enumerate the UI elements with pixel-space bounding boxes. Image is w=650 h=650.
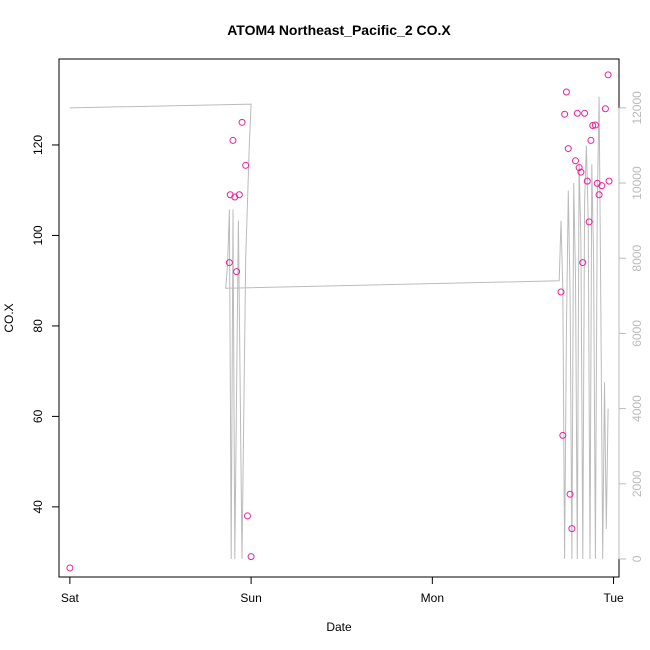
series-points xyxy=(66,71,613,572)
data-point xyxy=(601,105,609,113)
y-tick-label: 120 xyxy=(31,135,45,155)
data-point xyxy=(568,525,576,533)
y2-axis: 0 2000 4000 6000 8000 10000 12000 xyxy=(618,91,644,562)
data-point xyxy=(583,177,591,185)
data-point xyxy=(229,136,237,144)
data-point xyxy=(225,259,233,267)
y-axis-label: CO.X xyxy=(2,303,16,332)
data-point xyxy=(595,191,603,199)
data-point xyxy=(557,288,565,296)
y2-tick-label: 12000 xyxy=(630,91,644,125)
y-tick-label: 40 xyxy=(31,500,45,514)
y2-tick-label: 0 xyxy=(630,555,644,562)
x-tick-label: Mon xyxy=(421,591,444,605)
y-tick-label: 100 xyxy=(31,225,45,245)
y2-tick-label: 6000 xyxy=(630,320,644,347)
data-point xyxy=(561,110,569,118)
data-point xyxy=(591,121,599,129)
plot-frame xyxy=(58,58,620,578)
series-line xyxy=(69,96,609,560)
x-tick-label: Sun xyxy=(240,591,261,605)
data-point xyxy=(589,122,597,130)
data-point xyxy=(242,161,250,169)
data-point xyxy=(233,268,241,276)
data-point xyxy=(579,259,587,267)
data-point xyxy=(577,168,585,176)
x-axis-label: Date xyxy=(326,620,352,634)
data-point xyxy=(562,88,570,96)
data-point xyxy=(566,490,574,498)
y2-tick-label: 8000 xyxy=(630,245,644,272)
data-point xyxy=(605,177,613,185)
y2-tick-label: 10000 xyxy=(630,166,644,200)
data-point xyxy=(585,218,593,226)
series-line-path xyxy=(69,96,609,560)
data-point xyxy=(575,164,583,172)
x-tick-label: Tue xyxy=(603,591,624,605)
chart-title: ATOM4 Northeast_Pacific_2 CO.X xyxy=(227,22,451,38)
data-point xyxy=(243,512,251,520)
data-point xyxy=(604,71,612,79)
data-point xyxy=(581,109,589,117)
data-point xyxy=(564,145,572,153)
y2-tick-label: 2000 xyxy=(630,470,644,497)
y2-tick-label: 4000 xyxy=(630,395,644,422)
data-point xyxy=(247,553,255,561)
data-point xyxy=(559,431,567,439)
data-point xyxy=(66,564,74,572)
y-tick-label: 60 xyxy=(31,409,45,423)
data-point xyxy=(238,118,246,126)
data-point xyxy=(598,182,606,190)
data-point xyxy=(235,191,243,199)
data-point xyxy=(572,157,580,165)
data-point xyxy=(587,136,595,144)
y-tick-label: 80 xyxy=(31,319,45,333)
data-point xyxy=(573,109,581,117)
x-tick-label: Sat xyxy=(61,591,80,605)
x-axis: Sat Sun Mon Tue xyxy=(61,576,624,605)
y-axis: 40 60 80 100 120 xyxy=(31,135,60,514)
